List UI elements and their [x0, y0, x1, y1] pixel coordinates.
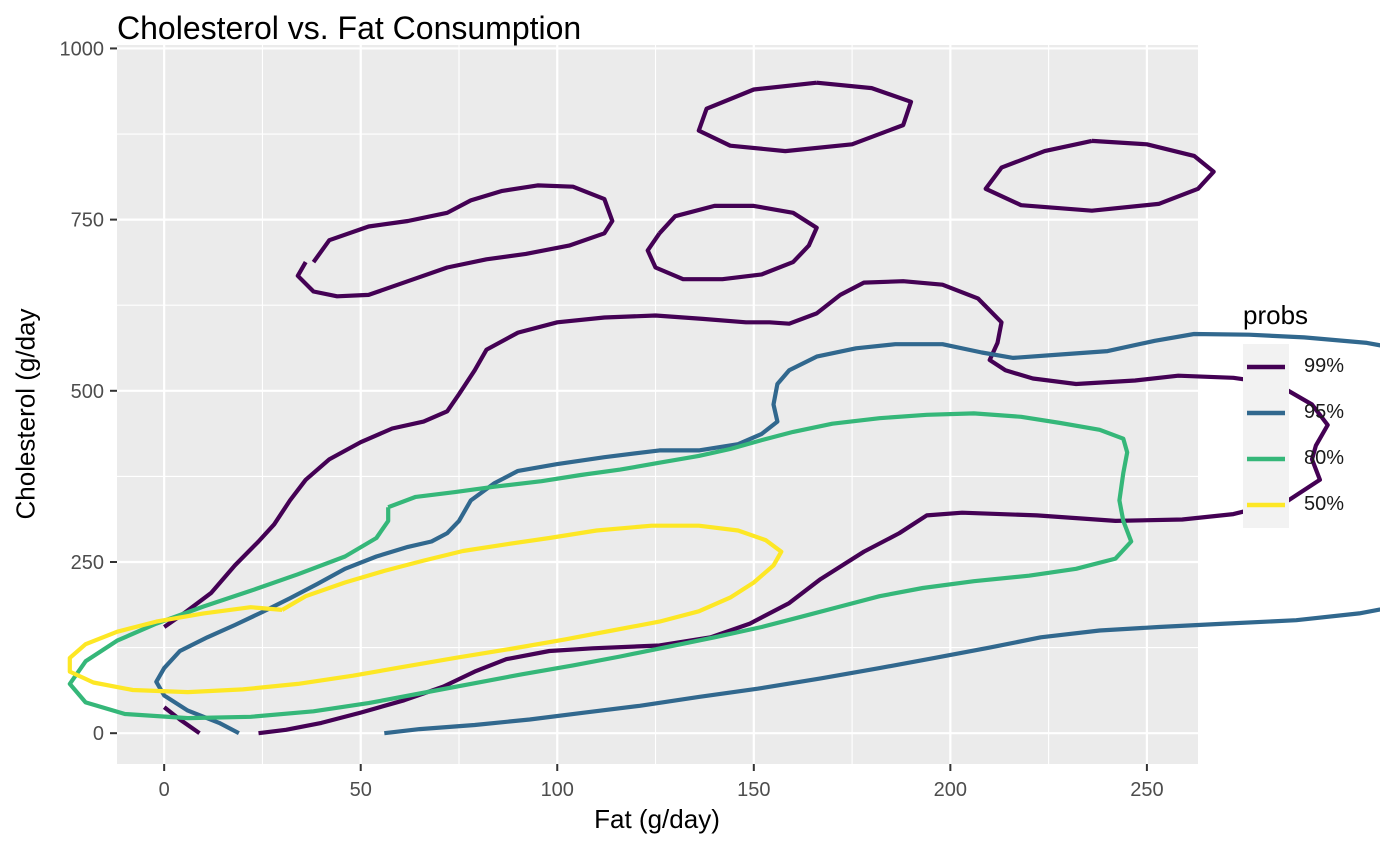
legend-label-95: 95% [1304, 401, 1345, 423]
x-axis-ticks: 0 50 100 150 200 250 [159, 764, 1164, 801]
contour-path [983, 138, 1216, 213]
legend-title: probs [1243, 300, 1309, 330]
series-80-percent [67, 411, 1134, 721]
y-tick-label: 500 [71, 381, 104, 403]
contour-lines [67, 80, 1380, 736]
y-tick-label: 1000 [60, 38, 105, 60]
contour-path [154, 331, 1380, 736]
x-tick-label: 250 [1130, 779, 1163, 801]
x-tick-label: 150 [737, 779, 770, 801]
contour-path [295, 183, 615, 299]
x-tick-label: 200 [934, 779, 967, 801]
major-grid [117, 45, 1198, 764]
y-tick-label: 750 [71, 210, 104, 232]
contour-path [67, 411, 1134, 721]
legend-label-80: 80% [1304, 447, 1345, 469]
legend-key-background [1243, 344, 1289, 528]
y-axis-label: Cholesterol (g/day [10, 308, 41, 520]
legend-label-50: 50% [1304, 493, 1345, 515]
contour-path [696, 80, 914, 154]
x-tick-label: 100 [541, 779, 574, 801]
y-axis-ticks: 0 250 500 750 1000 [60, 38, 117, 745]
x-axis-label: Fat (g/day) [594, 804, 720, 834]
contour-path [163, 279, 1330, 736]
legend-keys [1247, 364, 1285, 508]
chart-title: Cholesterol vs. Fat Consumption [117, 10, 582, 46]
series-50-percent [67, 523, 784, 695]
x-tick-label: 50 [350, 779, 372, 801]
y-tick-label: 0 [93, 723, 104, 745]
x-tick-label: 0 [159, 779, 170, 801]
legend-label-99: 99% [1304, 355, 1345, 377]
series-95-percent [154, 331, 1380, 736]
contour-path [67, 523, 784, 695]
contour-path [645, 203, 819, 282]
y-tick-label: 250 [71, 552, 104, 574]
